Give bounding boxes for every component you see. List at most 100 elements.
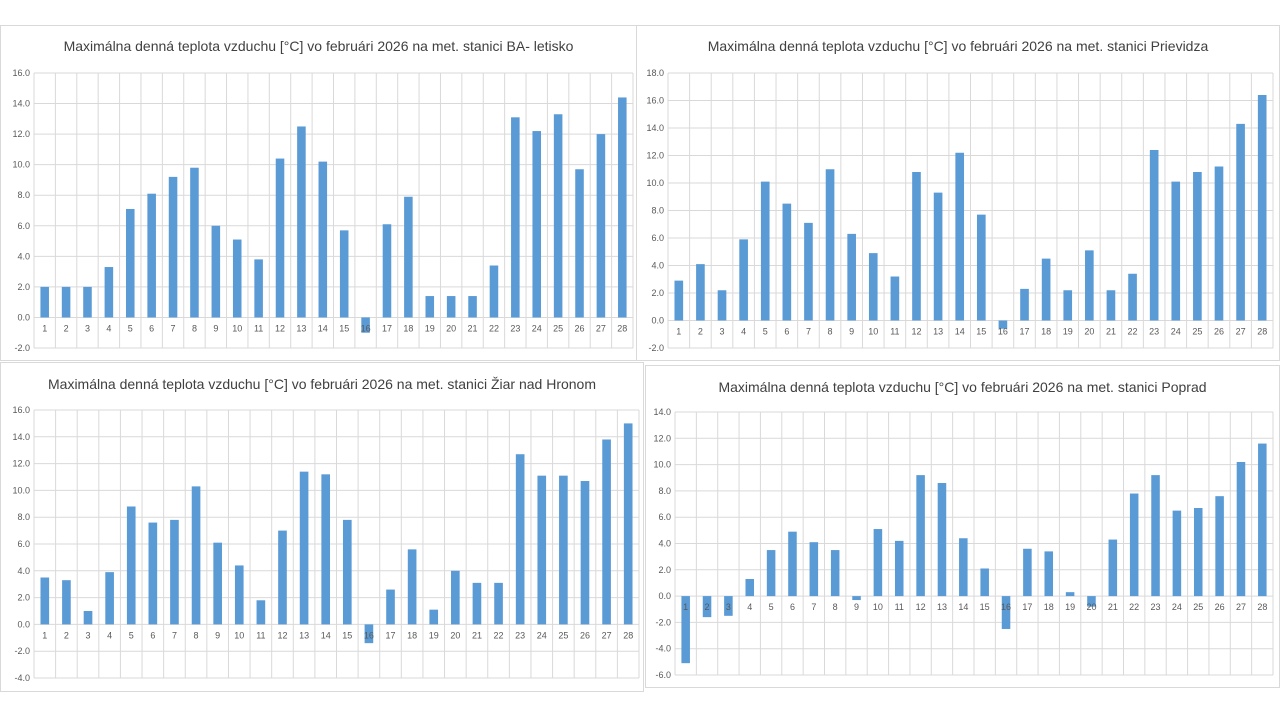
x-tick-label: 25 <box>1192 327 1202 337</box>
y-tick-label: 12.0 <box>646 151 664 161</box>
bar-day-6 <box>148 522 158 625</box>
bar-day-22 <box>1129 493 1139 597</box>
x-tick-label: 9 <box>849 327 854 337</box>
y-tick-label: 16.0 <box>12 68 30 78</box>
bar-day-11 <box>254 259 263 318</box>
bar-day-16 <box>364 624 374 644</box>
x-tick-label: 19 <box>425 323 435 333</box>
bar-day-9 <box>211 225 221 318</box>
x-tick-label: 25 <box>1193 602 1203 612</box>
y-tick-label: -2.0 <box>655 617 671 627</box>
bar-day-9 <box>213 542 222 625</box>
bar-day-15 <box>980 568 989 597</box>
bar-day-15 <box>342 519 352 625</box>
bar-day-10 <box>234 565 244 625</box>
x-tick-label: 6 <box>149 323 154 333</box>
x-tick-label: 19 <box>1065 602 1075 612</box>
y-tick-label: 14.0 <box>646 123 664 133</box>
y-tick-label: 10.0 <box>12 160 30 170</box>
y-tick-label: -4.0 <box>655 644 671 654</box>
bar-day-24 <box>532 131 542 318</box>
bar-day-20 <box>1087 596 1096 607</box>
bar-day-22 <box>1128 273 1137 321</box>
y-tick-label: 0.0 <box>17 312 30 322</box>
y-tick-label: 4.0 <box>651 261 664 271</box>
bar-day-19 <box>429 609 439 625</box>
x-tick-label: 20 <box>1084 327 1094 337</box>
bar-day-20 <box>1085 250 1094 321</box>
x-tick-label: 18 <box>1044 602 1054 612</box>
bar-day-21 <box>1106 290 1116 321</box>
x-tick-label: 2 <box>64 323 69 333</box>
bar-day-11 <box>890 276 900 321</box>
y-tick-label: 4.0 <box>658 539 671 549</box>
x-tick-label: 10 <box>232 323 242 333</box>
x-tick-label: 9 <box>854 602 859 612</box>
bar-day-2 <box>696 264 705 321</box>
x-tick-label: 27 <box>602 630 612 640</box>
x-tick-label: 2 <box>64 630 69 640</box>
y-tick-label: 2.0 <box>651 288 664 298</box>
bar-day-7 <box>170 519 179 625</box>
x-tick-label: 3 <box>86 630 91 640</box>
bar-day-21 <box>468 296 477 318</box>
y-tick-label: 0.0 <box>658 591 671 601</box>
x-tick-label: 11 <box>890 327 899 337</box>
bar-day-21 <box>1108 539 1118 597</box>
x-tick-label: 12 <box>916 602 926 612</box>
y-tick-label: 12.0 <box>12 129 30 139</box>
bar-day-26 <box>1215 496 1224 597</box>
y-tick-label: -2.0 <box>648 343 664 353</box>
x-tick-label: 16 <box>364 630 374 640</box>
y-tick-label: 6.0 <box>17 539 30 549</box>
bar-day-15 <box>339 230 349 318</box>
y-tick-label: 4.0 <box>17 251 30 261</box>
bar-day-11 <box>256 600 266 625</box>
bar-day-18 <box>1041 258 1051 321</box>
bar-day-1 <box>40 577 50 625</box>
x-tick-label: 22 <box>1128 327 1138 337</box>
x-tick-label: 2 <box>698 327 703 337</box>
x-tick-label: 16 <box>361 323 371 333</box>
x-tick-label: 28 <box>1257 327 1267 337</box>
chart-prievidza: Maximálna denná teplota vzduchu [°C] vo … <box>636 25 1280 361</box>
x-tick-label: 18 <box>403 323 413 333</box>
x-tick-label: 21 <box>468 323 478 333</box>
x-tick-label: 23 <box>1151 602 1161 612</box>
bar-day-23 <box>1149 150 1159 321</box>
bar-day-7 <box>804 222 813 321</box>
x-tick-label: 7 <box>806 327 811 337</box>
x-tick-label: 15 <box>976 327 986 337</box>
bar-day-10 <box>868 253 878 321</box>
x-tick-label: 12 <box>277 630 287 640</box>
x-tick-label: 19 <box>429 630 439 640</box>
bar-day-27 <box>596 134 606 318</box>
bar-day-1 <box>681 596 690 664</box>
bar-day-22 <box>494 582 503 625</box>
chart-poprad: Maximálna denná teplota vzduchu [°C] vo … <box>645 365 1280 688</box>
y-tick-label: 8.0 <box>651 206 664 216</box>
x-tick-label: 20 <box>1086 602 1096 612</box>
x-tick-label: 20 <box>446 323 456 333</box>
chart-svg: -4.0 -2.0 0.0 2.0 4.0 6.0 8.0 10.0 12.0 14.0 16.0 1… <box>12 405 640 683</box>
bar-day-27 <box>602 439 611 625</box>
x-tick-label: 26 <box>575 323 585 333</box>
x-tick-label: 1 <box>42 630 47 640</box>
x-tick-label: 12 <box>275 323 285 333</box>
bar-day-4 <box>745 579 755 597</box>
x-tick-label: 11 <box>256 630 265 640</box>
y-tick-label: 12.0 <box>12 459 30 469</box>
y-tick-label: 4.0 <box>17 566 30 576</box>
y-tick-label: 2.0 <box>17 282 30 292</box>
bar-day-18 <box>1044 551 1054 597</box>
y-tick-label: 8.0 <box>658 486 671 496</box>
y-tick-label: 18.0 <box>646 68 664 78</box>
bar-day-6 <box>788 531 797 597</box>
bar-day-13 <box>299 471 309 625</box>
bar-day-27 <box>1236 123 1245 321</box>
x-tick-label: 26 <box>1214 327 1224 337</box>
bar-day-4 <box>104 267 114 318</box>
x-tick-label: 9 <box>215 630 220 640</box>
bar-day-19 <box>425 296 435 318</box>
x-tick-label: 24 <box>1172 602 1182 612</box>
